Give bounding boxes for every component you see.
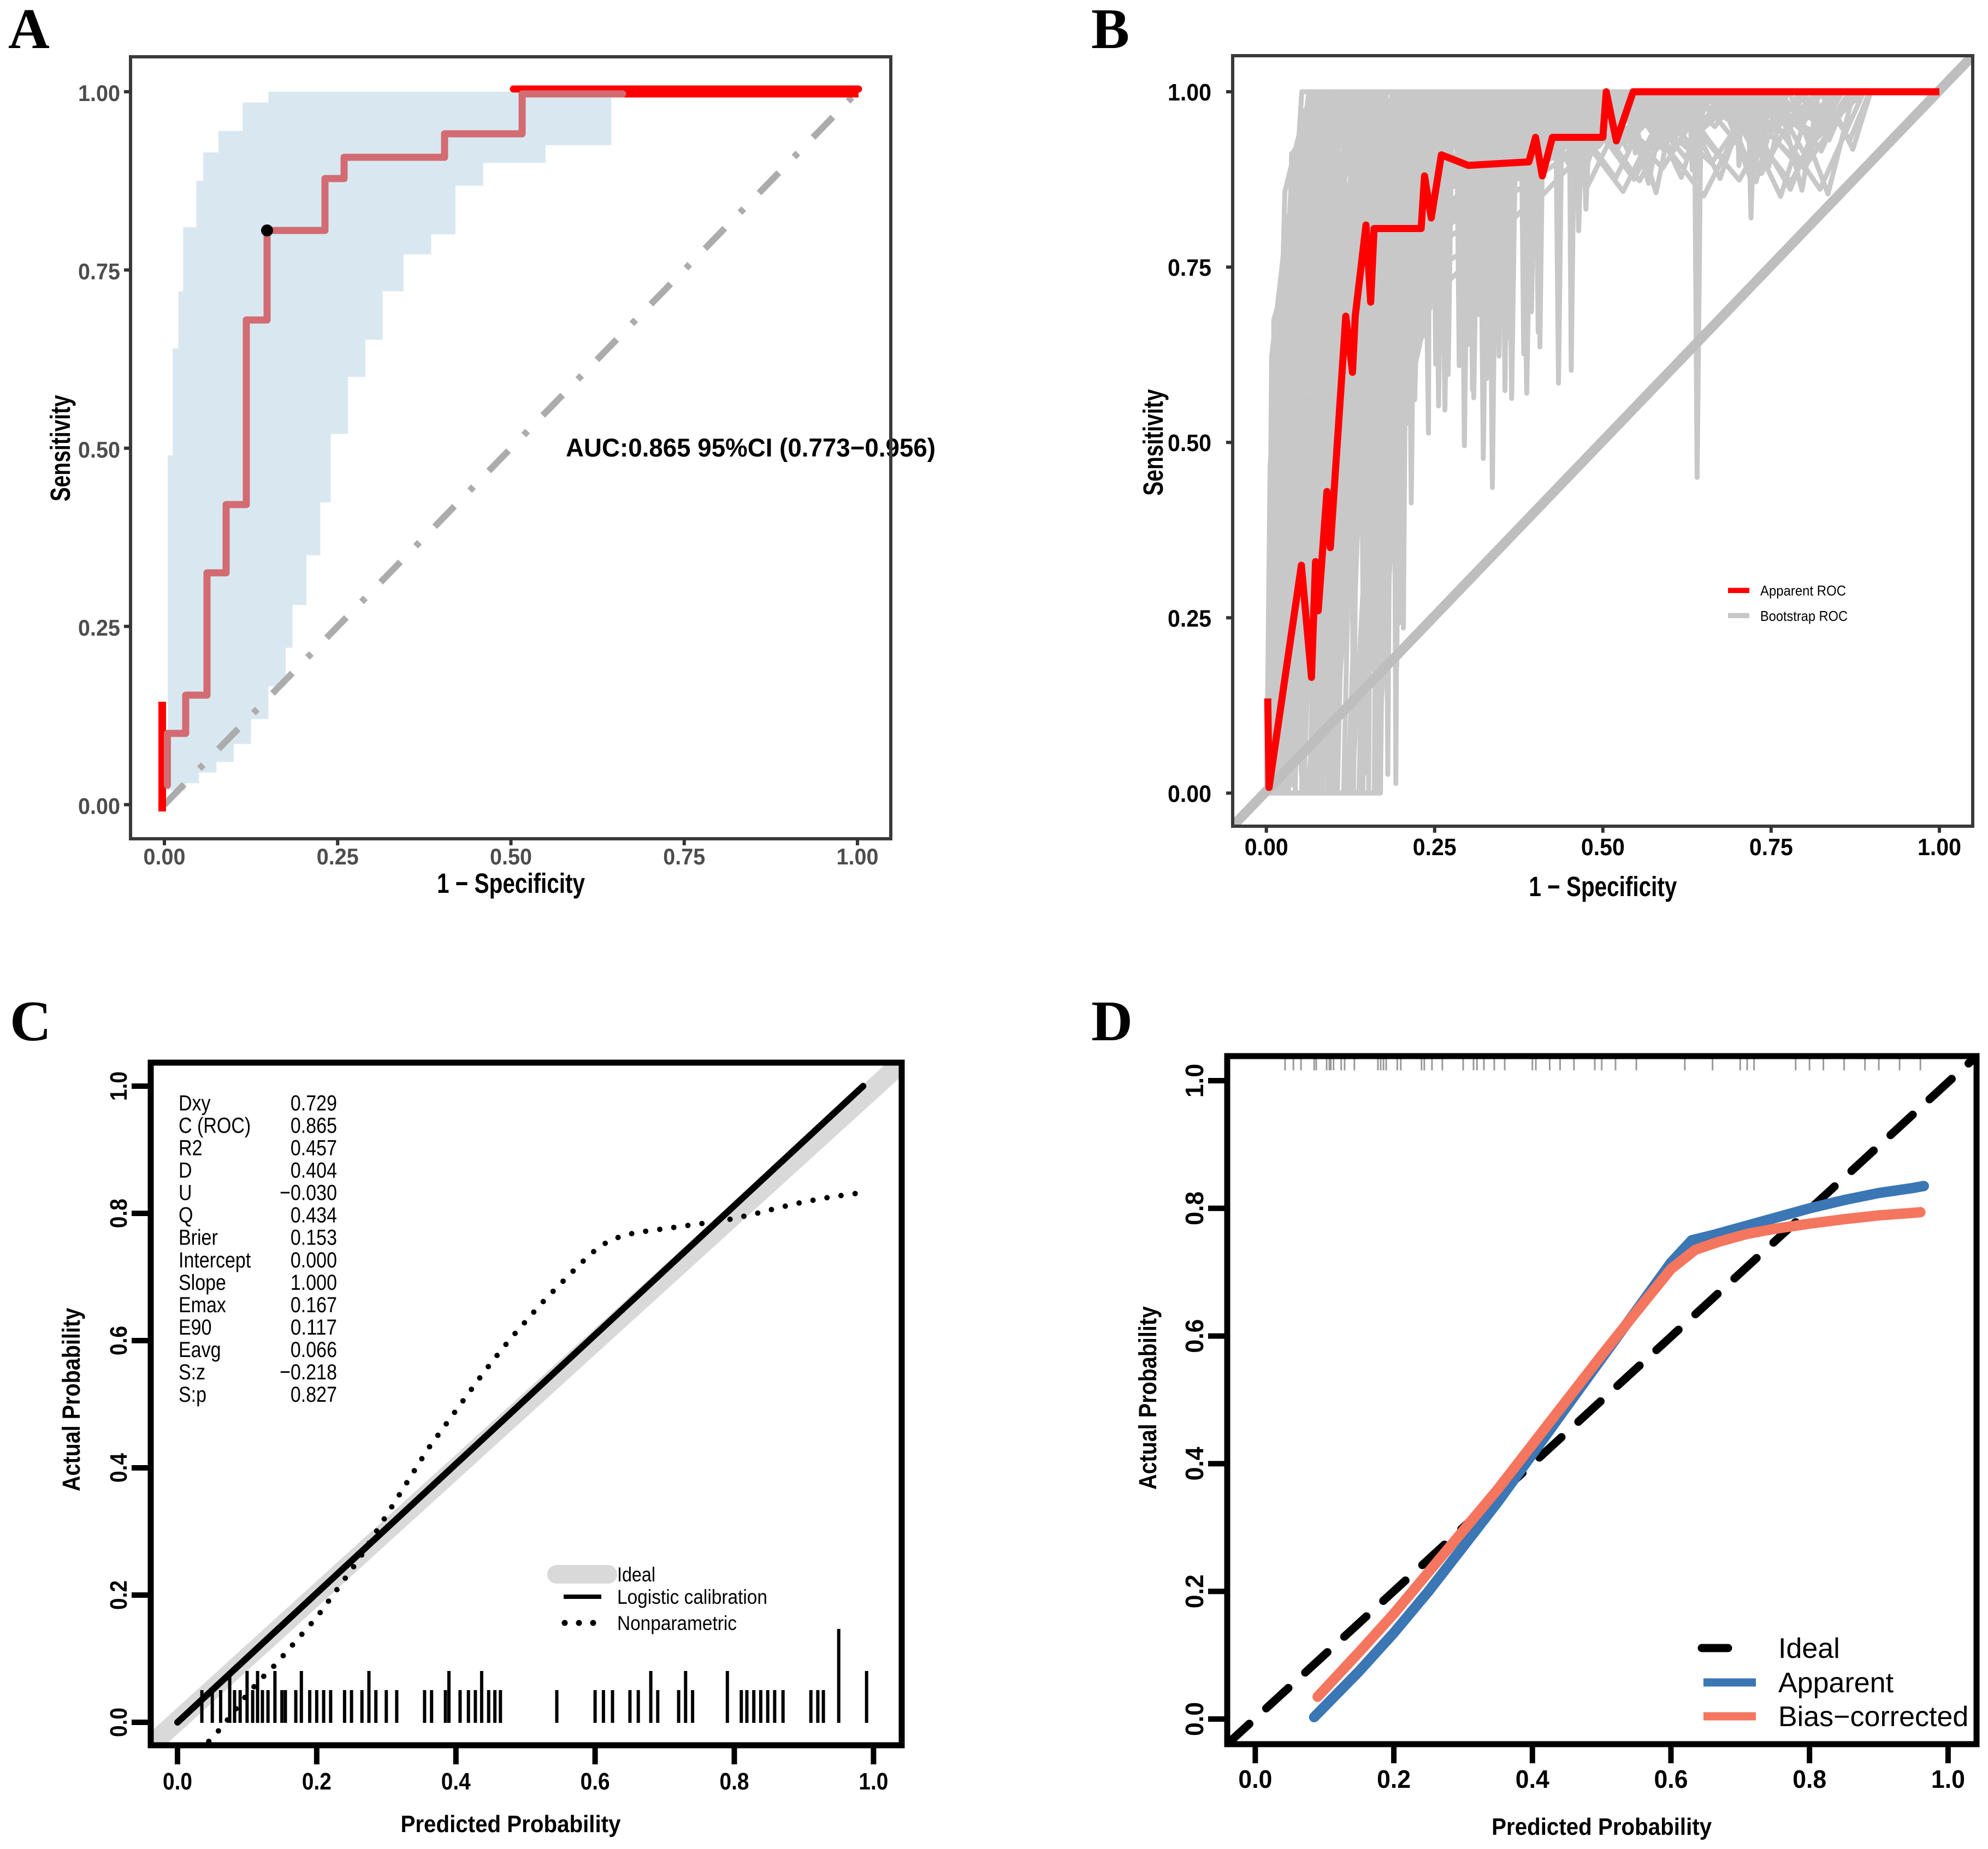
svg-text:0.75: 0.75 bbox=[78, 258, 120, 284]
svg-text:Intercept: Intercept bbox=[179, 1248, 251, 1272]
svg-text:0.8: 0.8 bbox=[1180, 1192, 1209, 1225]
svg-text:Ideal: Ideal bbox=[617, 1563, 655, 1586]
svg-text:Predicted Probability: Predicted Probability bbox=[1492, 1814, 1712, 1840]
svg-text:Ideal: Ideal bbox=[1778, 1633, 1840, 1664]
svg-text:−0.218: −0.218 bbox=[280, 1360, 337, 1384]
svg-text:0.0: 0.0 bbox=[1238, 1765, 1272, 1793]
svg-text:0.6: 0.6 bbox=[1654, 1765, 1688, 1793]
svg-text:B: B bbox=[1091, 0, 1129, 61]
svg-text:S:z: S:z bbox=[179, 1360, 205, 1384]
svg-text:0.75: 0.75 bbox=[663, 844, 705, 869]
svg-text:A: A bbox=[8, 0, 50, 61]
svg-text:Logistic calibration: Logistic calibration bbox=[617, 1586, 767, 1608]
svg-text:0.6: 0.6 bbox=[1180, 1319, 1209, 1353]
svg-text:S:p: S:p bbox=[179, 1383, 206, 1407]
svg-text:0.153: 0.153 bbox=[291, 1226, 337, 1250]
svg-text:0.117: 0.117 bbox=[291, 1315, 337, 1340]
svg-text:0.0: 0.0 bbox=[1180, 1702, 1209, 1736]
svg-text:0.729: 0.729 bbox=[291, 1091, 337, 1115]
svg-text:0.2: 0.2 bbox=[105, 1580, 132, 1610]
svg-text:Brier: Brier bbox=[179, 1226, 218, 1250]
svg-text:0.0: 0.0 bbox=[163, 1768, 192, 1795]
svg-text:0.50: 0.50 bbox=[78, 437, 120, 463]
svg-text:0.167: 0.167 bbox=[291, 1293, 337, 1317]
svg-text:1.000: 1.000 bbox=[291, 1271, 337, 1295]
svg-text:Nonparametric: Nonparametric bbox=[617, 1612, 737, 1634]
svg-text:D: D bbox=[1091, 989, 1133, 1053]
svg-text:0.2: 0.2 bbox=[302, 1768, 332, 1795]
svg-text:0.8: 0.8 bbox=[105, 1199, 132, 1228]
svg-text:1.00: 1.00 bbox=[78, 80, 120, 106]
svg-text:1.0: 1.0 bbox=[1180, 1064, 1209, 1098]
svg-text:1.0: 1.0 bbox=[105, 1071, 132, 1101]
svg-text:0.457: 0.457 bbox=[291, 1136, 337, 1160]
svg-text:0.00: 0.00 bbox=[1168, 780, 1211, 807]
svg-text:0.75: 0.75 bbox=[1749, 834, 1793, 861]
svg-text:0.8: 0.8 bbox=[720, 1768, 749, 1795]
svg-text:Emax: Emax bbox=[179, 1293, 226, 1317]
svg-text:0.827: 0.827 bbox=[291, 1383, 337, 1407]
svg-text:1 − Specificity: 1 − Specificity bbox=[437, 868, 585, 899]
svg-text:0.6: 0.6 bbox=[581, 1768, 610, 1795]
svg-text:1.00: 1.00 bbox=[837, 844, 879, 869]
svg-text:0.000: 0.000 bbox=[291, 1248, 337, 1272]
svg-text:0.50: 0.50 bbox=[490, 844, 532, 869]
svg-text:0.066: 0.066 bbox=[291, 1338, 337, 1362]
svg-text:0.25: 0.25 bbox=[317, 844, 359, 869]
svg-text:0.434: 0.434 bbox=[291, 1204, 337, 1228]
svg-text:0.25: 0.25 bbox=[1168, 605, 1211, 632]
svg-text:1 − Specificity: 1 − Specificity bbox=[1529, 871, 1677, 902]
svg-text:1.0: 1.0 bbox=[859, 1768, 888, 1795]
svg-text:Predicted Probability: Predicted Probability bbox=[401, 1811, 621, 1838]
svg-text:1.00: 1.00 bbox=[1168, 79, 1211, 106]
svg-text:1.00: 1.00 bbox=[1918, 834, 1961, 861]
svg-text:0.00: 0.00 bbox=[78, 793, 120, 819]
svg-text:D: D bbox=[179, 1159, 192, 1183]
svg-text:Sensitivity: Sensitivity bbox=[45, 395, 76, 501]
svg-text:0.8: 0.8 bbox=[1792, 1765, 1826, 1793]
svg-text:Eavg: Eavg bbox=[179, 1338, 221, 1362]
svg-text:0.6: 0.6 bbox=[105, 1326, 132, 1355]
svg-text:0.404: 0.404 bbox=[291, 1159, 337, 1183]
svg-text:Dxy: Dxy bbox=[179, 1091, 211, 1115]
svg-text:0.4: 0.4 bbox=[441, 1768, 471, 1795]
svg-text:−0.030: −0.030 bbox=[280, 1181, 337, 1205]
svg-text:1.0: 1.0 bbox=[1931, 1765, 1965, 1793]
svg-text:AUC:0.865 95%CI (0.773−0.956): AUC:0.865 95%CI (0.773−0.956) bbox=[566, 433, 936, 462]
svg-text:R2: R2 bbox=[179, 1136, 203, 1160]
svg-text:Apparent: Apparent bbox=[1778, 1667, 1894, 1699]
svg-text:0.2: 0.2 bbox=[1180, 1574, 1209, 1608]
svg-text:0.4: 0.4 bbox=[1516, 1765, 1549, 1793]
svg-text:E90: E90 bbox=[179, 1315, 212, 1340]
svg-text:Slope: Slope bbox=[179, 1271, 226, 1295]
svg-text:U: U bbox=[179, 1181, 192, 1205]
svg-text:0.75: 0.75 bbox=[1168, 254, 1211, 281]
svg-text:C (ROC): C (ROC) bbox=[179, 1113, 251, 1137]
svg-text:0.0: 0.0 bbox=[105, 1708, 132, 1737]
svg-text:Q: Q bbox=[179, 1204, 193, 1228]
svg-text:Sensitivity: Sensitivity bbox=[1138, 389, 1169, 495]
svg-text:0.2: 0.2 bbox=[1377, 1765, 1411, 1793]
svg-text:0.50: 0.50 bbox=[1168, 430, 1211, 457]
svg-text:0.00: 0.00 bbox=[144, 844, 186, 869]
svg-text:Actual Probability: Actual Probability bbox=[57, 1308, 85, 1491]
svg-text:C: C bbox=[10, 989, 51, 1053]
svg-text:0.25: 0.25 bbox=[1413, 834, 1457, 861]
svg-text:0.4: 0.4 bbox=[105, 1453, 132, 1483]
svg-text:Bias−corrected: Bias−corrected bbox=[1778, 1701, 1968, 1733]
svg-text:0.4: 0.4 bbox=[1180, 1447, 1209, 1480]
svg-text:Apparent ROC: Apparent ROC bbox=[1760, 583, 1846, 599]
svg-text:0.00: 0.00 bbox=[1245, 834, 1288, 861]
svg-text:0.25: 0.25 bbox=[78, 615, 120, 641]
svg-text:Actual Probability: Actual Probability bbox=[1134, 1306, 1162, 1490]
svg-text:Bootstrap ROC: Bootstrap ROC bbox=[1760, 608, 1848, 624]
svg-text:0.50: 0.50 bbox=[1581, 834, 1625, 861]
svg-text:0.865: 0.865 bbox=[291, 1113, 337, 1137]
